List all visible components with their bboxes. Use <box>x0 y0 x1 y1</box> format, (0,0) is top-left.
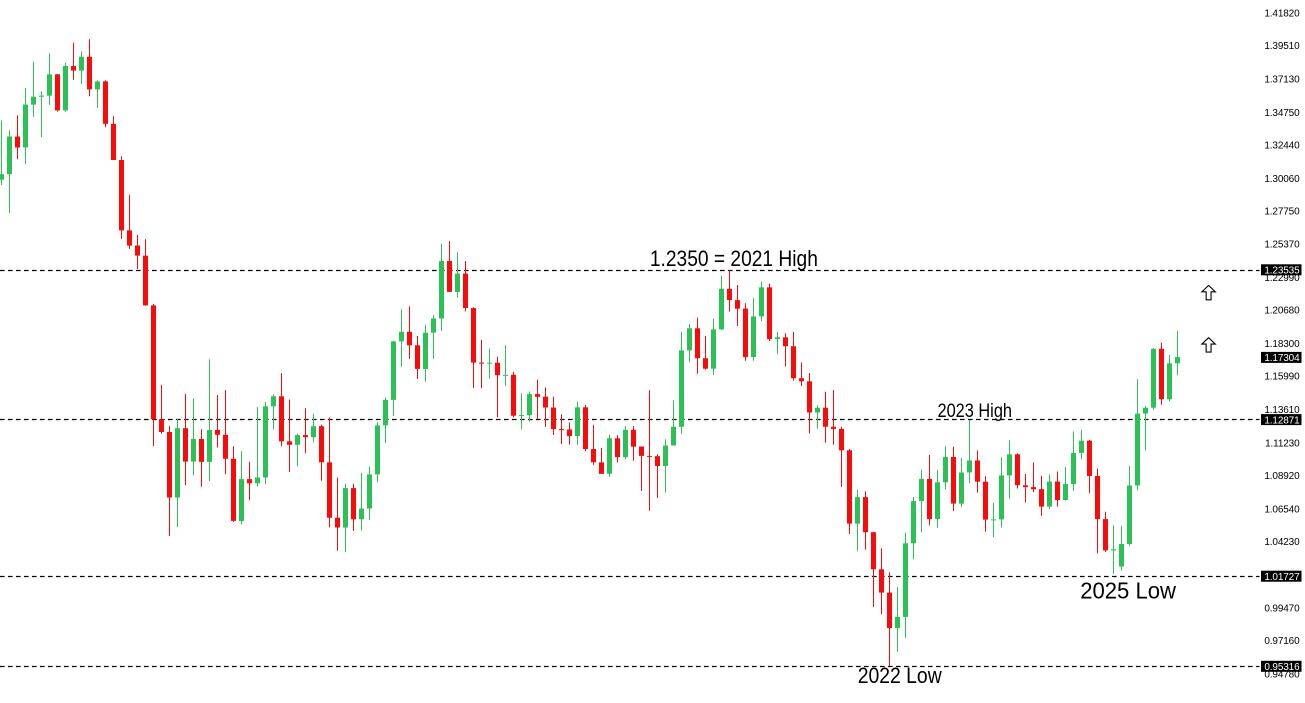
svg-text:1.15990: 1.15990 <box>1264 372 1300 383</box>
svg-text:1.17304: 1.17304 <box>1264 353 1300 364</box>
svg-text:2022 Low: 2022 Low <box>858 663 943 688</box>
svg-text:0.97160: 0.97160 <box>1264 636 1300 647</box>
svg-text:2025 Low: 2025 Low <box>1080 578 1176 604</box>
svg-text:1.30060: 1.30060 <box>1264 174 1300 185</box>
svg-text:1.34750: 1.34750 <box>1264 108 1300 119</box>
svg-text:0.94780: 0.94780 <box>1264 670 1300 681</box>
svg-text:1.04230: 1.04230 <box>1264 537 1300 548</box>
svg-text:1.08920: 1.08920 <box>1264 471 1300 482</box>
svg-text:1.32440: 1.32440 <box>1264 140 1300 151</box>
svg-text:1.06540: 1.06540 <box>1264 504 1300 515</box>
svg-text:1.01727: 1.01727 <box>1264 572 1300 583</box>
svg-text:1.11230: 1.11230 <box>1265 438 1300 449</box>
svg-text:1.41820: 1.41820 <box>1264 9 1300 20</box>
svg-text:1.13610: 1.13610 <box>1264 405 1300 416</box>
svg-text:1.27750: 1.27750 <box>1264 206 1300 217</box>
svg-text:2023 High: 2023 High <box>938 400 1013 422</box>
svg-text:1.39510: 1.39510 <box>1264 41 1300 52</box>
svg-text:1.20680: 1.20680 <box>1264 306 1300 317</box>
svg-text:1.25370: 1.25370 <box>1264 240 1300 251</box>
svg-text:1.12871: 1.12871 <box>1264 415 1300 426</box>
svg-text:1.2350 = 2021 High: 1.2350 = 2021 High <box>650 246 818 271</box>
svg-text:1.18300: 1.18300 <box>1264 339 1300 350</box>
svg-text:1.22990: 1.22990 <box>1264 273 1300 284</box>
svg-text:0.99470: 0.99470 <box>1264 604 1300 615</box>
svg-text:0.95316: 0.95316 <box>1264 662 1300 673</box>
svg-text:1.37130: 1.37130 <box>1264 75 1300 86</box>
svg-text:1.23535: 1.23535 <box>1264 266 1300 277</box>
